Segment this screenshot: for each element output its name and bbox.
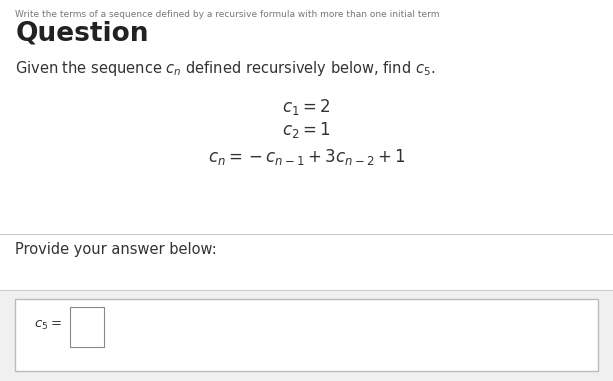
FancyBboxPatch shape (0, 234, 613, 290)
Text: $c_n = -c_{n-1}+3c_{n-2}+1$: $c_n = -c_{n-1}+3c_{n-2}+1$ (208, 147, 405, 166)
Text: Question: Question (15, 21, 149, 47)
FancyBboxPatch shape (70, 307, 104, 347)
Text: Provide your answer below:: Provide your answer below: (15, 242, 217, 257)
Text: Write the terms of a sequence defined by a recursive formula with more than one : Write the terms of a sequence defined by… (15, 10, 440, 19)
Text: $c_2 = 1$: $c_2 = 1$ (282, 120, 331, 140)
Text: $c_5 =$: $c_5 =$ (34, 319, 61, 332)
Text: $c_1 = 2$: $c_1 = 2$ (282, 97, 331, 117)
FancyBboxPatch shape (15, 299, 598, 371)
FancyBboxPatch shape (0, 0, 613, 234)
Text: Given the sequence $c_n$ defined recursively below, find $c_5$.: Given the sequence $c_n$ defined recursi… (15, 59, 435, 78)
